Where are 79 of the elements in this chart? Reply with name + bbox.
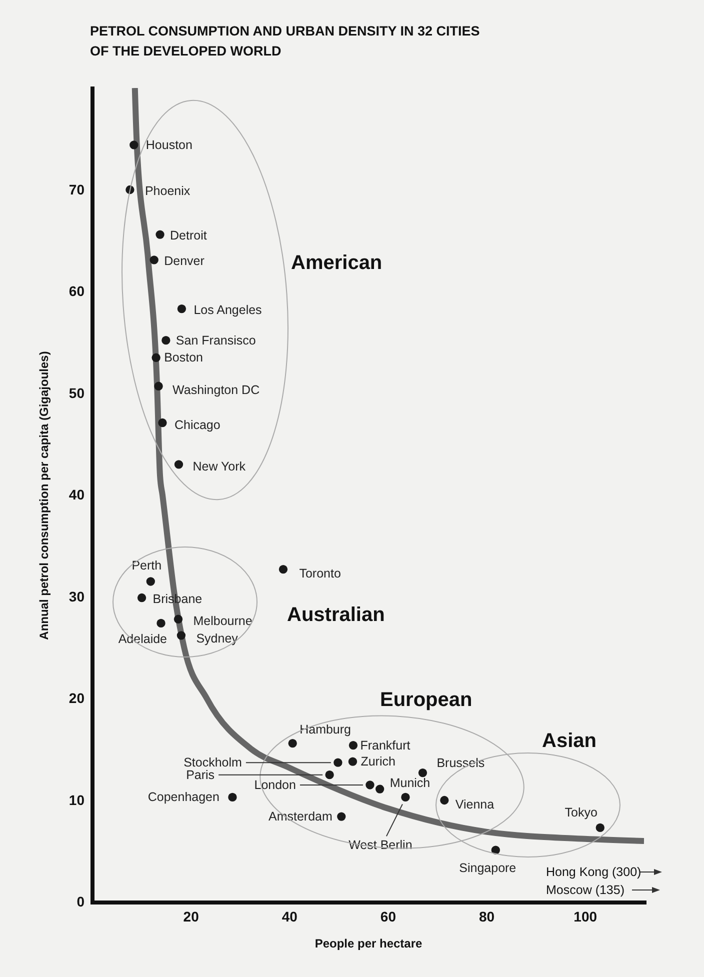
point [596, 823, 604, 832]
data-label: Vienna [455, 797, 494, 812]
data-label: San Fransisco [176, 333, 256, 348]
point [334, 758, 342, 767]
x-axis-title: People per hectare [314, 936, 423, 950]
data-label: Hamburg [300, 722, 352, 736]
y-tick-label: 10 [68, 792, 85, 808]
x-tick-label: 60 [380, 908, 396, 924]
point [325, 770, 334, 780]
data-label: Munich [390, 776, 430, 790]
data-label: Adelaide [118, 632, 168, 646]
data-label: Washington DC [172, 383, 260, 398]
point [491, 846, 500, 854]
data-label: Melbourne [193, 614, 252, 628]
data-label: Singapore [459, 861, 516, 876]
point [177, 304, 186, 314]
point [176, 631, 186, 640]
point [154, 382, 163, 390]
point [137, 593, 146, 602]
data-label: Stockholm [184, 756, 242, 770]
y-tick-label: 60 [68, 283, 85, 299]
point [348, 740, 358, 750]
point [278, 564, 288, 574]
chart-title: PETROL CONSUMPTION AND URBAN DENSITY IN 32 CITIES OF THE DEVELOPED WORLD [90, 24, 480, 58]
data-label: Paris [186, 768, 215, 782]
y-tick-label: 0 [76, 894, 85, 910]
point [337, 812, 346, 821]
data-label: Phoenix [144, 184, 191, 198]
point [156, 618, 166, 628]
point [401, 792, 410, 802]
point [376, 784, 384, 794]
point [440, 796, 449, 805]
y-tick-label: 50 [68, 384, 85, 401]
point [418, 768, 428, 778]
point [366, 780, 374, 790]
data-label: Toronto [299, 566, 341, 580]
data-label: New York [192, 459, 246, 474]
annotation: Moscow (135) [546, 883, 624, 897]
data-label: Tokyo [564, 806, 598, 820]
point [348, 757, 358, 766]
data-label: Sydney [196, 631, 239, 646]
y-tick-label: 20 [68, 690, 85, 706]
data-label: Houston [146, 138, 192, 152]
point [228, 792, 237, 802]
data-label: Zurich [360, 754, 396, 769]
data-label: Detroit [170, 228, 208, 243]
point [174, 614, 183, 624]
x-tick-label: 40 [282, 908, 298, 924]
x-tick-label: 20 [183, 908, 200, 924]
point [156, 230, 164, 239]
data-label: Frankfurt [360, 738, 411, 752]
point [146, 577, 155, 586]
data-label: Amsterdam [268, 810, 332, 824]
annotation: Asian [542, 730, 596, 752]
data-label: Copenhagen [148, 790, 220, 804]
x-tick-label: 80 [478, 908, 495, 924]
data-label: Perth [132, 558, 162, 572]
y-tick-label: 70 [68, 181, 85, 198]
data-label: London [254, 778, 296, 792]
x-tick-label: 100 [574, 908, 598, 924]
point [152, 353, 160, 362]
annotation: Australian [287, 604, 385, 626]
y-axis-title: Annual petrol consumption per capita (Gigajoules) [36, 351, 51, 640]
point [174, 460, 184, 469]
point [130, 140, 138, 150]
point [150, 256, 158, 264]
point [288, 738, 297, 748]
data-label: Los Angeles [194, 302, 262, 317]
y-tick-label: 30 [68, 588, 85, 604]
annotation: European [380, 689, 472, 711]
annotation: Hong Kong (300) [546, 865, 642, 879]
data-label: Boston [164, 350, 204, 365]
y-tick-label: 40 [68, 486, 85, 502]
point [162, 336, 170, 345]
data-label: Denver [164, 254, 204, 268]
annotation: American [291, 252, 382, 274]
point [158, 418, 167, 428]
data-label: Brussels [436, 756, 485, 770]
data-label: Chicago [174, 418, 220, 432]
